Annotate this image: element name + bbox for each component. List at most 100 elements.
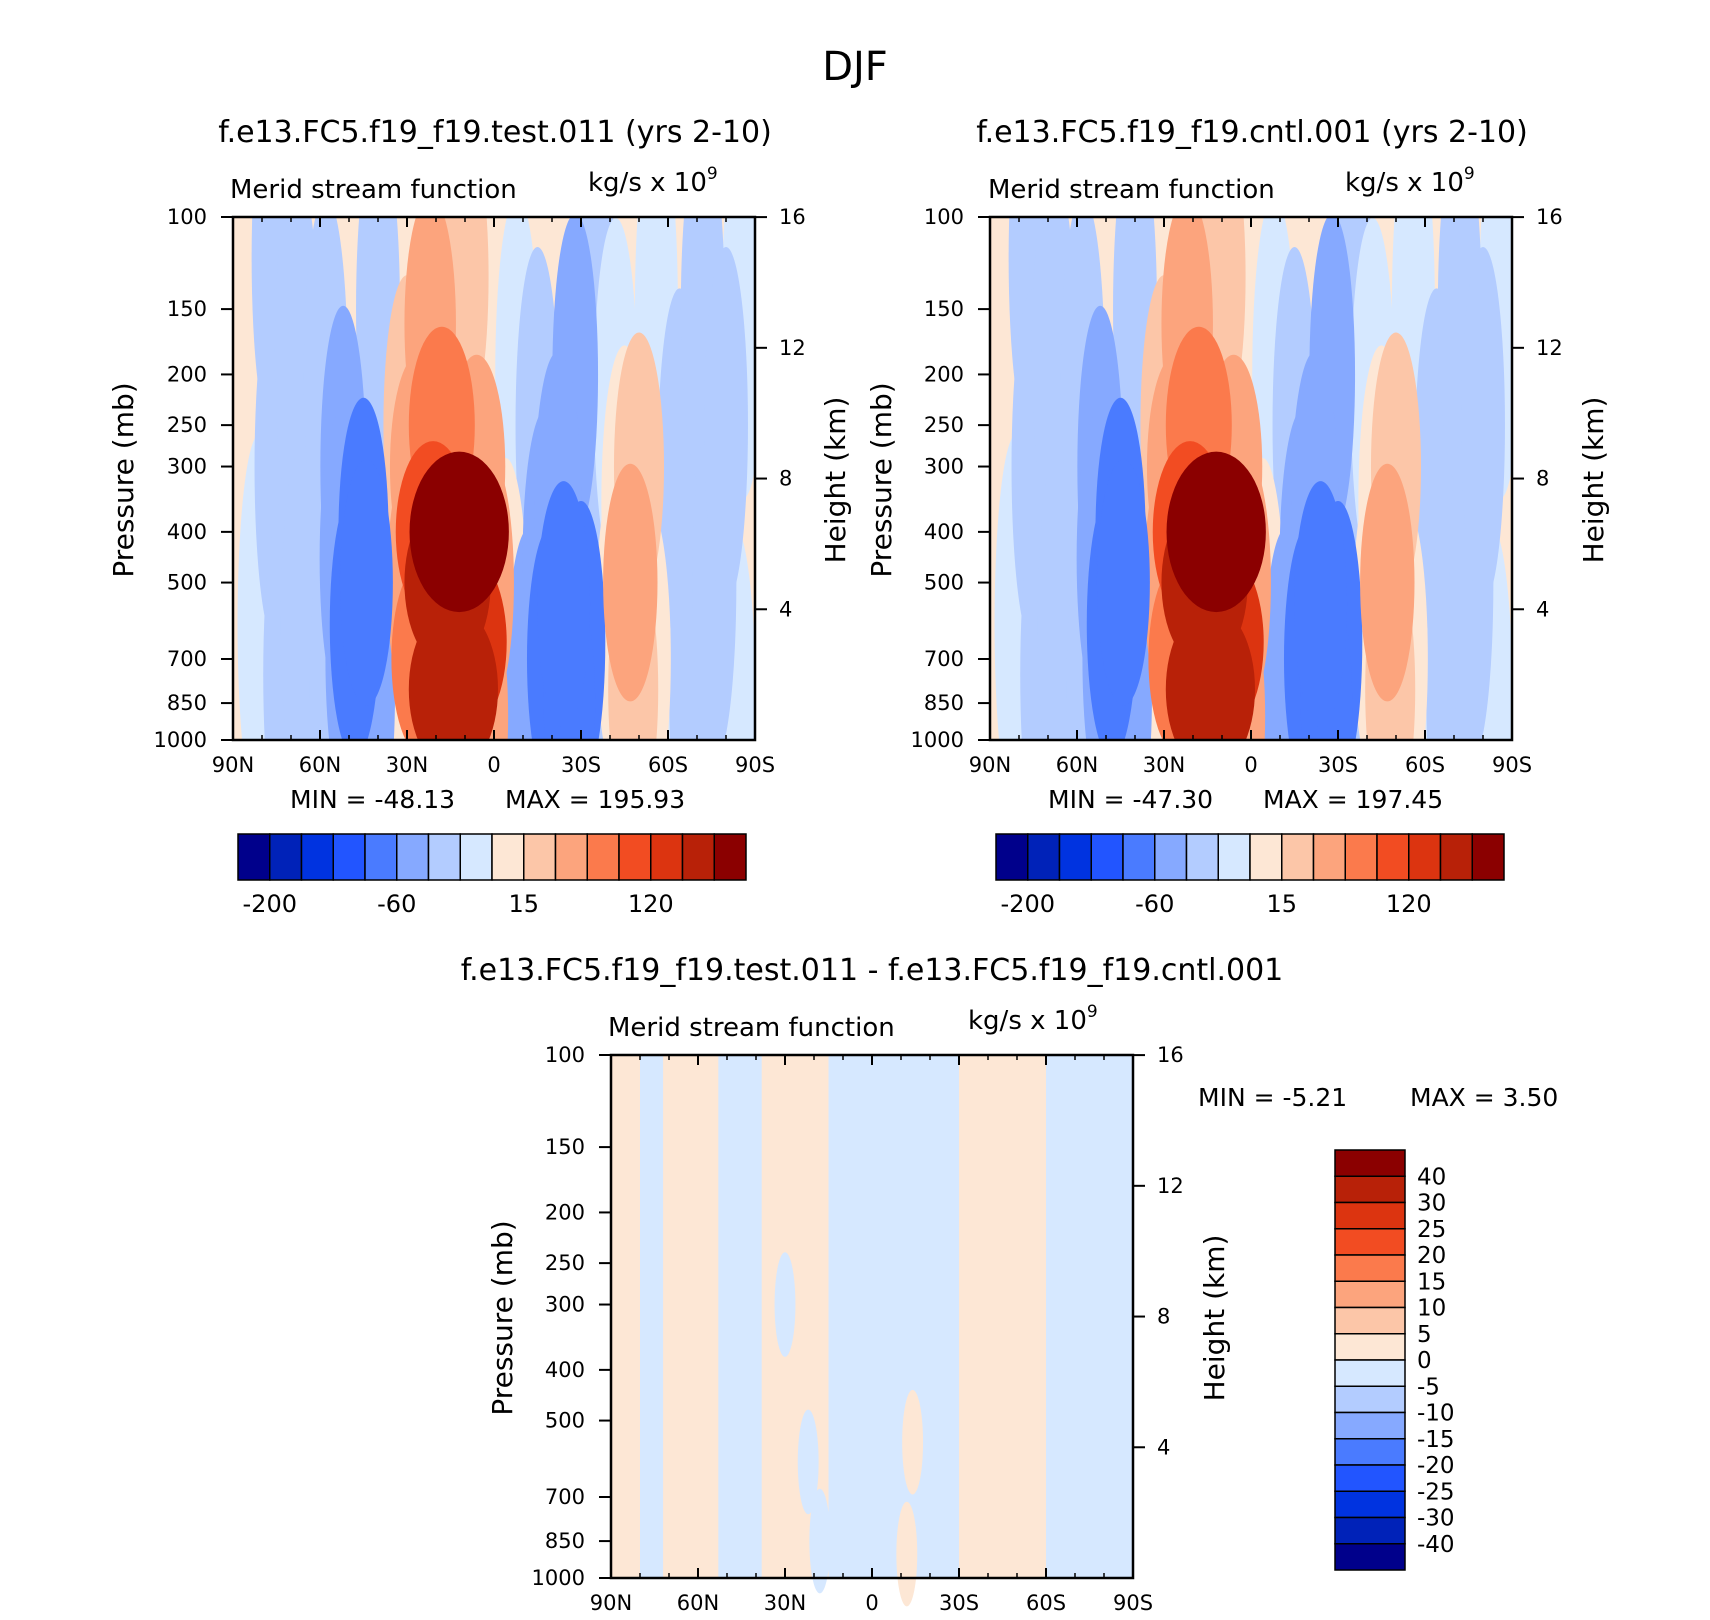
colorbar-swatch	[1334, 1411, 1406, 1440]
colorbar-swatch	[1027, 833, 1061, 881]
colorbar-swatch	[1334, 1149, 1406, 1177]
colorbar-swatch	[1154, 833, 1188, 881]
colorbar-swatch	[1334, 1175, 1406, 1204]
panel-subtitle: Merid stream function	[988, 175, 1275, 205]
y-tick-label: 400	[167, 520, 207, 544]
x-tick-label: 60S	[1405, 753, 1445, 777]
colorbar-swatch	[269, 833, 303, 881]
chart-panel-difference: f.e13.FC5.f19_f19.test.011 - f.e13.FC5.f…	[461, 953, 1559, 1615]
colorbar-swatch	[1058, 833, 1092, 881]
x-tick-label: 30S	[1318, 753, 1358, 777]
colorbar-swatch	[1376, 833, 1410, 881]
y-tick-label: 700	[924, 647, 964, 671]
y-axis-label: Pressure (mb)	[865, 382, 898, 577]
colorbar-swatch	[237, 833, 271, 881]
colorbar-swatch	[1344, 833, 1378, 881]
x-tick-label: 60N	[677, 1591, 719, 1615]
colorbar-horizontal: -200 -60 15 120	[995, 833, 1505, 918]
y2-tick-label: 8	[1157, 1305, 1170, 1329]
colorbar-swatch	[1334, 1464, 1406, 1492]
colorbar-label: 20	[1417, 1243, 1446, 1269]
y2-tick-label: 12	[1157, 1174, 1184, 1198]
colorbar-label: -40	[1417, 1532, 1455, 1558]
x-tick-label: 90S	[735, 753, 775, 777]
y-tick-label: 200	[924, 362, 964, 386]
y-tick-label: 200	[545, 1200, 585, 1224]
y-tick-label: 1000	[154, 728, 207, 752]
colorbar-swatch	[713, 833, 747, 881]
contour-cell	[774, 1252, 796, 1357]
x-tick-label: 30N	[386, 753, 428, 777]
contour-cell	[902, 1389, 924, 1495]
colorbar-swatch	[300, 833, 334, 881]
contour-cell	[339, 459, 393, 706]
contour-cell	[408, 605, 498, 740]
contour-cell	[1461, 246, 1505, 604]
x-tick-label: 60N	[1056, 753, 1098, 777]
x-tick-label: 0	[865, 1591, 878, 1615]
contour-cell	[809, 1488, 831, 1594]
colorbar-swatch	[396, 833, 430, 881]
y-tick-label: 150	[167, 297, 207, 321]
colorbar-swatch	[1281, 833, 1315, 881]
colorbar-label: -20	[1417, 1453, 1455, 1479]
colorbar-swatch	[1334, 1228, 1406, 1256]
y2-tick-label: 12	[1536, 336, 1563, 360]
plot-area: 90N 60N 30N 0 30S 60S 90S 100 150 200 250 300 400 500…	[532, 1043, 1184, 1615]
y-tick-label: 250	[545, 1251, 585, 1275]
units-label: kg/s x 109	[588, 164, 718, 198]
colorbar-swatch	[459, 833, 493, 881]
colorbar-swatch	[1122, 833, 1156, 881]
colorbar-swatch	[1185, 833, 1219, 881]
y-tick-label: 1000	[532, 1566, 585, 1590]
y-axis-label: Pressure (mb)	[107, 382, 140, 577]
colorbar-swatch	[1334, 1359, 1406, 1387]
y-tick-label: 850	[545, 1529, 585, 1553]
y-tick-label: 1000	[911, 728, 964, 752]
y-tick-label: 700	[167, 647, 207, 671]
y-tick-label: 500	[167, 571, 207, 595]
y2-axis-label: Height (km)	[1577, 397, 1610, 564]
colorbar-label: -200	[243, 890, 297, 918]
colorbar-swatch	[1408, 833, 1442, 881]
y2-axis-label: Height (km)	[819, 397, 852, 564]
y2-tick-label: 16	[779, 205, 806, 229]
colorbar-swatch	[1334, 1280, 1406, 1309]
units-label: kg/s x 109	[968, 1002, 1098, 1036]
colorbar-swatch	[618, 833, 652, 881]
y2-tick-label: 16	[1536, 205, 1563, 229]
x-tick-label: 30S	[939, 1591, 979, 1615]
contour-band	[663, 1055, 719, 1578]
colorbar-horizontal: -200 -60 15 120	[237, 833, 747, 918]
x-tick-label: 90N	[212, 753, 254, 777]
colorbar-label: -15	[1417, 1427, 1455, 1453]
y-tick-label: 150	[545, 1135, 585, 1159]
colorbar-swatch	[1334, 1254, 1406, 1282]
colorbar-label: -5	[1417, 1374, 1440, 1400]
x-tick-label: 90N	[590, 1591, 632, 1615]
chart-panel-test: f.e13.FC5.f19_f19.test.011 (yrs 2-10) Me…	[107, 115, 852, 918]
panel-subtitle: Merid stream function	[608, 1013, 895, 1043]
colorbar-label: 40	[1417, 1164, 1446, 1190]
colorbar-swatch	[1334, 1543, 1406, 1571]
y-tick-label: 250	[167, 413, 207, 437]
colorbar-label: 30	[1417, 1191, 1446, 1217]
min-label: MIN = -47.30	[1048, 785, 1213, 814]
min-label: MIN = -48.13	[290, 785, 455, 814]
y-tick-label: 400	[924, 520, 964, 544]
contour-cell	[537, 481, 591, 728]
contour-band	[718, 1055, 762, 1578]
y2-tick-label: 4	[1536, 597, 1549, 621]
x-tick-label: 0	[487, 753, 500, 777]
colorbar-swatch	[1334, 1490, 1406, 1519]
y-tick-label: 100	[545, 1043, 585, 1067]
panel-subtitle: Merid stream function	[230, 175, 517, 205]
colorbar-label: -200	[1001, 890, 1055, 918]
colorbar-label: 25	[1417, 1217, 1446, 1243]
colorbar-swatch	[523, 833, 557, 881]
colorbar-swatch	[1217, 833, 1251, 881]
colorbar-swatch	[1334, 1306, 1406, 1335]
plot-area: 90N 60N 30N 0 30S 60S 90S 100 150 200 250 300 400 500…	[154, 205, 806, 777]
